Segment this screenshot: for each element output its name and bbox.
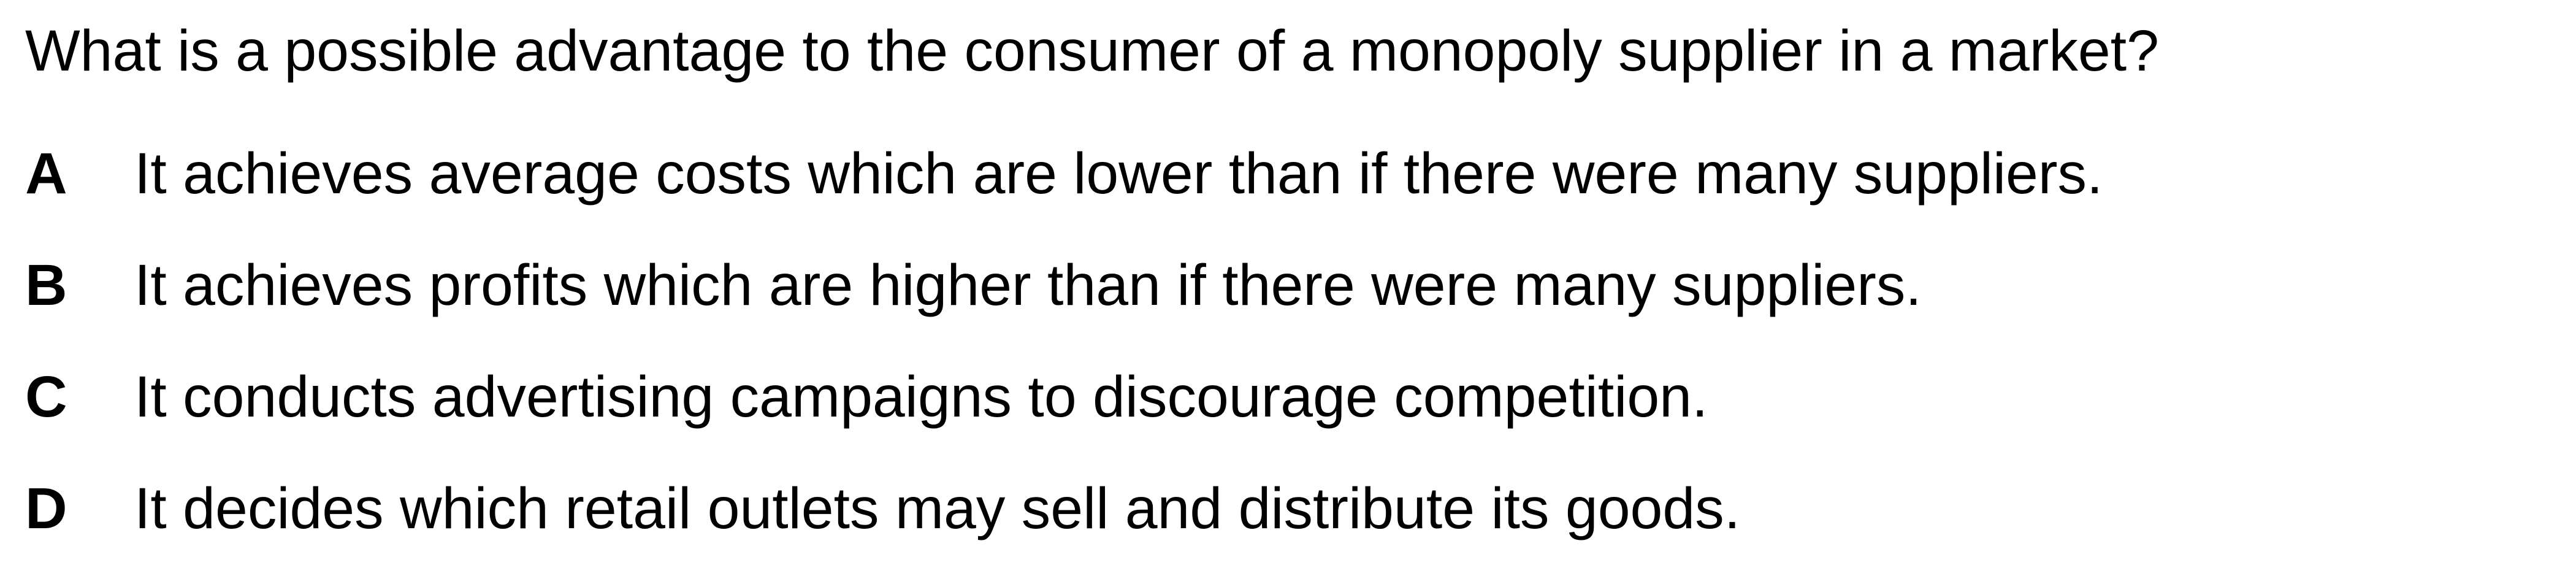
option-text: It decides which retail outlets may sell… bbox=[134, 476, 1741, 541]
question-text: What is a possible advantage to the cons… bbox=[25, 18, 2159, 83]
option-letter: B bbox=[25, 253, 67, 318]
option-letter: D bbox=[25, 476, 67, 541]
option-letter: C bbox=[25, 364, 67, 429]
option-letter: A bbox=[25, 141, 67, 206]
option-text: It achieves profits which are higher tha… bbox=[134, 253, 1922, 318]
option-text: It achieves average costs which are lowe… bbox=[134, 141, 2103, 206]
option-text: It conducts advertising campaigns to dis… bbox=[134, 364, 1708, 429]
